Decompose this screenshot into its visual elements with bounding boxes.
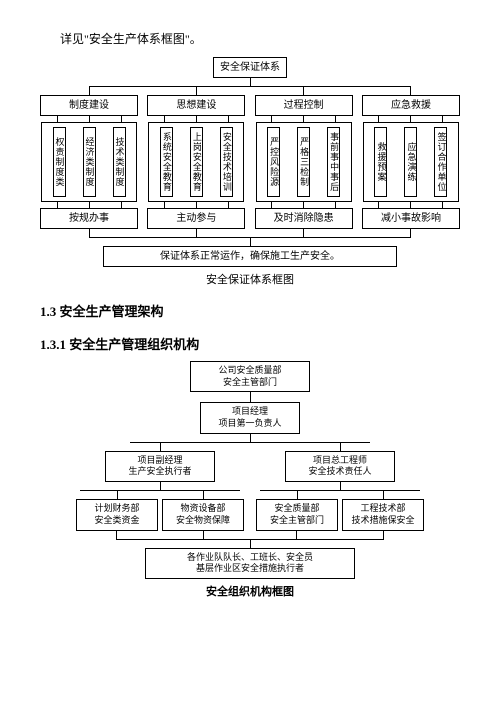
d2-l4b: 物资设备部安全物资保障 bbox=[162, 499, 244, 530]
heading-1-3-1: 1.3.1 安全生产管理组织机构 bbox=[40, 334, 460, 353]
d1-item: 系统安全教育 bbox=[160, 127, 173, 197]
d2-l2: 项目经理项目第一负责人 bbox=[200, 402, 300, 433]
d1-column: 过程控制严控风险源 严格三检制 事前事中事后及时消除隐患 bbox=[255, 87, 353, 237]
d2-l4d: 工程技术部技术措施保安全 bbox=[342, 499, 424, 530]
d2-l5: 各作业队队长、工班长、安全员基层作业区安全措施执行者 bbox=[145, 548, 355, 579]
d1-item: 经济类制度 bbox=[83, 127, 96, 197]
d1-item: 应急演练 bbox=[404, 127, 417, 197]
d1-col-foot: 及时消除隐患 bbox=[255, 208, 353, 229]
d1-item: 上岗安全教育 bbox=[190, 127, 203, 197]
d1-col-head: 应急救援 bbox=[362, 95, 460, 116]
d1-top: 安全保证体系 bbox=[213, 57, 287, 78]
d1-col-head: 制度建设 bbox=[40, 95, 138, 116]
d1-bottom: 保证体系正常运作，确保施工生产安全。 bbox=[103, 246, 397, 267]
d1-item: 救援预案 bbox=[374, 127, 387, 197]
d1-col-head: 过程控制 bbox=[255, 95, 353, 116]
d2-l3a: 项目副经理生产安全执行者 bbox=[105, 451, 215, 482]
d2-l4a: 计划财务部安全类资金 bbox=[76, 499, 158, 530]
d2-l3b: 项目总工程师安全技术责任人 bbox=[285, 451, 395, 482]
d1-col-items: 系统安全教育 上岗安全教育 安全技术培训 bbox=[148, 122, 244, 202]
d1-col-foot: 减小事故影响 bbox=[362, 208, 460, 229]
d1-item: 严格三检制 bbox=[297, 127, 310, 197]
diagram-org-structure: 公司安全质量部安全主管部门 项目经理项目第一负责人 项目副经理生产安全执行者 计… bbox=[40, 361, 460, 579]
d1-item: 权责制度类 bbox=[53, 127, 66, 197]
d1-col-items: 严控风险源 严格三检制 事前事中事后 bbox=[256, 122, 352, 202]
d1-column: 应急救援救援预案 应急演练 签订合作单位减小事故影响 bbox=[362, 87, 460, 237]
d1-item: 严控风险源 bbox=[267, 127, 280, 197]
d1-col-items: 救援预案 应急演练 签订合作单位 bbox=[363, 122, 459, 202]
heading-1-3: 1.3 安全生产管理架构 bbox=[40, 301, 460, 320]
d1-col-items: 权责制度类 经济类制度 技术类制度 bbox=[41, 122, 137, 202]
d2-l4c: 安全质量部安全主管部门 bbox=[256, 499, 338, 530]
d1-column: 制度建设权责制度类 经济类制度 技术类制度按规办事 bbox=[40, 87, 138, 237]
diagram-safety-system: 安全保证体系 制度建设权责制度类经济类制度技术类制度按规办事思想建设系统安全教育… bbox=[40, 57, 460, 267]
d1-col-foot: 主动参与 bbox=[147, 208, 245, 229]
intro-text: 详见"安全生产体系框图"。 bbox=[60, 30, 460, 47]
d1-item: 事前事中事后 bbox=[327, 127, 340, 197]
d1-col-head: 思想建设 bbox=[147, 95, 245, 116]
d1-column: 思想建设系统安全教育 上岗安全教育 安全技术培训主动参与 bbox=[147, 87, 245, 237]
d2-caption: 安全组织机构框图 bbox=[40, 583, 460, 599]
d2-l1: 公司安全质量部安全主管部门 bbox=[190, 361, 310, 392]
d1-col-foot: 按规办事 bbox=[40, 208, 138, 229]
d1-item: 签订合作单位 bbox=[434, 127, 447, 197]
d1-item: 安全技术培训 bbox=[220, 127, 233, 197]
d1-caption: 安全保证体系框图 bbox=[40, 271, 460, 287]
d1-item: 技术类制度 bbox=[113, 127, 126, 197]
